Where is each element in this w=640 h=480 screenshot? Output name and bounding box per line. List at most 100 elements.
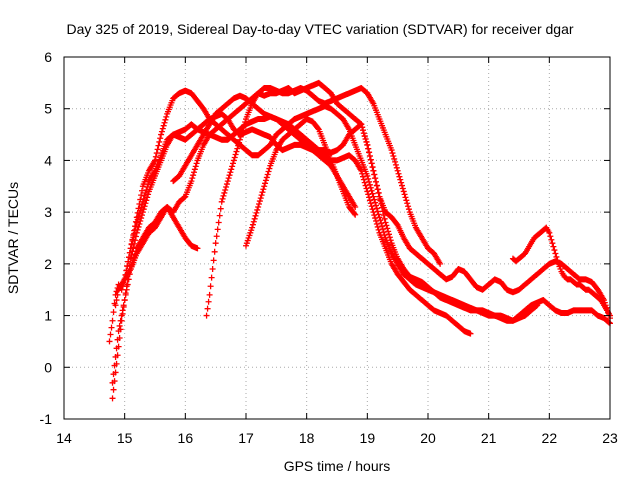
data-point	[264, 171, 271, 178]
x-tick-label: 23	[602, 430, 618, 446]
data-point	[367, 200, 374, 207]
series-arc-5	[121, 87, 541, 324]
y-tick-label: 3	[44, 204, 52, 220]
data-point	[213, 233, 220, 240]
data-point	[606, 319, 613, 326]
data-point	[114, 352, 121, 359]
data-point	[360, 173, 366, 180]
data-point	[223, 184, 230, 191]
data-point	[379, 204, 386, 211]
data-point	[121, 297, 128, 304]
data-point	[160, 122, 167, 129]
x-tick-label: 19	[360, 430, 376, 446]
data-point	[221, 189, 228, 196]
data-point	[362, 136, 369, 143]
data-point	[373, 202, 379, 209]
data-point	[241, 121, 248, 128]
data-point	[370, 193, 377, 200]
data-point	[398, 179, 405, 186]
data-point	[390, 152, 397, 159]
data-point	[215, 219, 222, 226]
data-point	[403, 197, 410, 204]
data-point	[109, 317, 116, 324]
data-point	[249, 224, 256, 231]
data-point	[125, 258, 132, 265]
data-point	[212, 240, 219, 247]
data-point	[238, 130, 245, 137]
data-point	[384, 225, 391, 232]
data-point	[192, 163, 199, 170]
data-point	[367, 156, 374, 163]
data-point	[257, 195, 264, 202]
data-point	[216, 212, 223, 219]
data-point	[377, 197, 384, 204]
data-point	[114, 291, 121, 298]
data-point	[266, 165, 273, 172]
data-point	[360, 130, 367, 137]
data-point	[228, 166, 235, 173]
data-point	[155, 142, 162, 149]
data-point	[362, 182, 369, 189]
y-tick-label: 1	[44, 308, 52, 324]
data-point	[399, 185, 406, 192]
data-point	[122, 290, 129, 297]
data-point	[401, 191, 408, 198]
data-point	[358, 121, 365, 128]
data-point	[467, 330, 474, 337]
data-point	[210, 257, 217, 264]
data-point	[251, 215, 258, 222]
data-point	[400, 188, 407, 195]
data-point	[373, 182, 380, 189]
data-point	[380, 212, 387, 219]
data-point	[371, 196, 378, 203]
data-point	[381, 232, 388, 239]
data-point	[158, 128, 165, 135]
data-point	[113, 360, 120, 367]
data-point	[405, 203, 412, 210]
data-point	[211, 248, 218, 255]
data-point	[392, 161, 399, 168]
data-point	[112, 302, 119, 309]
data-point	[230, 160, 236, 167]
data-point	[258, 192, 265, 199]
data-point	[225, 175, 232, 182]
data-point	[110, 386, 117, 393]
data-point	[153, 150, 160, 157]
data-point	[144, 184, 151, 191]
data-point	[135, 205, 142, 212]
data-point	[136, 201, 143, 208]
data-point	[546, 229, 553, 236]
data-point	[154, 146, 161, 153]
data-point	[391, 155, 398, 162]
data-point	[252, 212, 259, 219]
data-point	[113, 297, 120, 304]
data-point	[379, 208, 386, 215]
data-point	[369, 164, 376, 171]
data-point	[193, 160, 200, 167]
data-point	[397, 176, 404, 183]
data-point	[374, 208, 381, 215]
data-point	[372, 215, 379, 222]
data-point	[364, 172, 371, 179]
data-point	[256, 198, 263, 205]
data-point	[206, 291, 213, 298]
data-point	[226, 172, 233, 179]
data-point	[366, 181, 373, 188]
y-tick-label: 4	[44, 152, 52, 168]
data-point	[118, 317, 125, 324]
data-point	[122, 271, 129, 278]
x-tick-label: 22	[542, 430, 558, 446]
data-point	[129, 236, 136, 243]
y-tick-label: -1	[40, 411, 53, 427]
data-point	[386, 231, 392, 238]
data-point	[260, 186, 267, 193]
data-point	[227, 169, 234, 176]
data-point	[220, 192, 227, 199]
data-point	[115, 343, 122, 350]
data-point	[554, 257, 561, 264]
data-point	[110, 309, 117, 316]
x-tick-label: 17	[238, 430, 254, 446]
data-point	[230, 157, 237, 164]
data-point	[203, 312, 210, 319]
